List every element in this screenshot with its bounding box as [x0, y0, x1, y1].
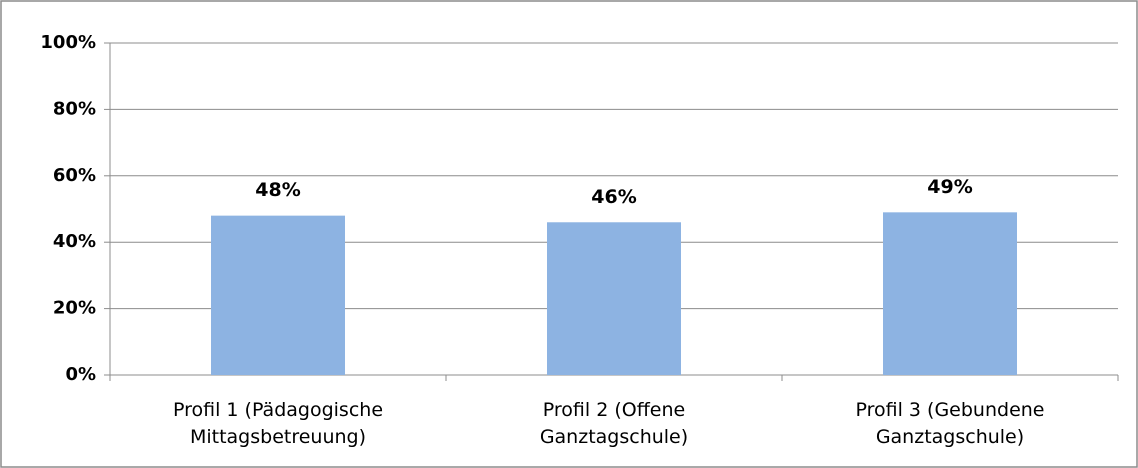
x-tick-label: Profil 2 (Offene Ganztagschule)	[539, 399, 689, 448]
bar	[547, 222, 681, 375]
x-tick-label: Profil 3 (Gebundene Ganztagschule)	[855, 399, 1045, 448]
bar	[883, 212, 1017, 375]
data-label: 46%	[591, 186, 636, 208]
y-tick-label: 80%	[53, 98, 96, 119]
x-tick-label: Profil 1 (Pädagogische Mittagsbetreuung)	[172, 399, 384, 448]
data-label: 49%	[927, 176, 972, 198]
y-tick-label: 20%	[53, 298, 96, 319]
y-tick-label: 60%	[53, 165, 96, 186]
bar	[211, 215, 345, 375]
data-label: 48%	[255, 179, 300, 201]
y-tick-label: 100%	[40, 32, 96, 53]
y-tick-label: 0%	[65, 364, 96, 385]
y-tick-label: 40%	[53, 231, 96, 252]
